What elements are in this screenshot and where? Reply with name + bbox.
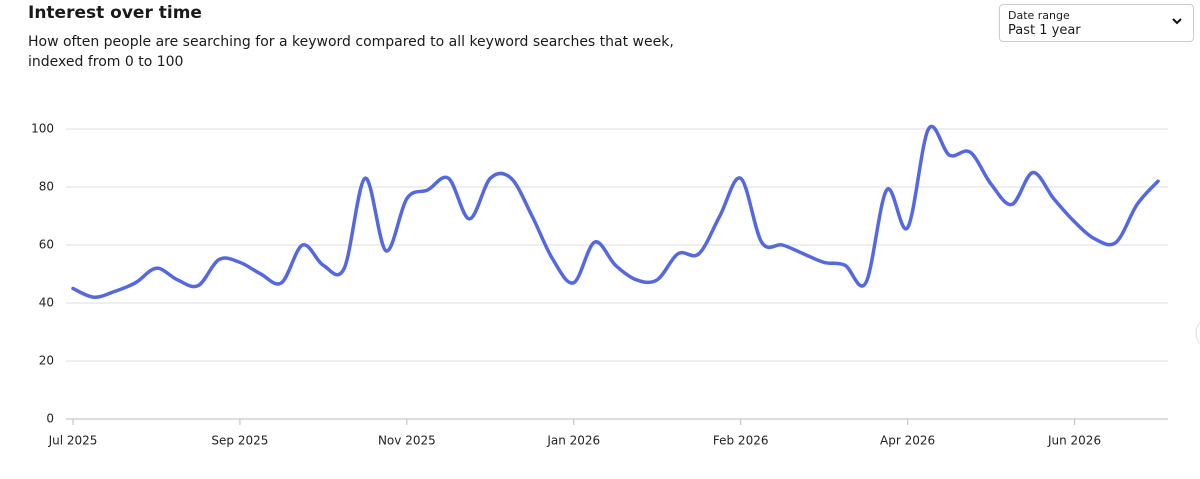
x-tick-label: Jul 2025 [48,434,98,448]
line-series [71,124,1160,299]
y-tick-label: 0 [46,412,54,426]
dropdown-value: Past 1 year [1008,23,1081,38]
y-tick-label: 100 [31,122,54,136]
date-range-dropdown[interactable]: Date range Past 1 year [999,4,1194,42]
chart-subtitle: How often people are searching for a key… [28,34,674,70]
x-tick-label: Jan 2026 [546,434,600,448]
x-tick-label: Sep 2025 [211,434,268,448]
x-tick-label: Jun 2026 [1047,434,1101,448]
y-tick-label: 40 [39,296,54,310]
x-tick-label: Feb 2026 [713,434,769,448]
y-tick-label: 60 [39,238,54,252]
y-tick-label: 20 [39,354,54,368]
x-tick-label: Apr 2026 [880,434,935,448]
y-tick-label: 80 [39,180,54,194]
chart-title: Interest over time [28,3,202,23]
chevron-icon [1172,18,1182,25]
scroll-handle[interactable] [1195,317,1200,349]
x-tick-label: Nov 2025 [378,434,436,448]
dropdown-label: Date range [1008,9,1070,22]
